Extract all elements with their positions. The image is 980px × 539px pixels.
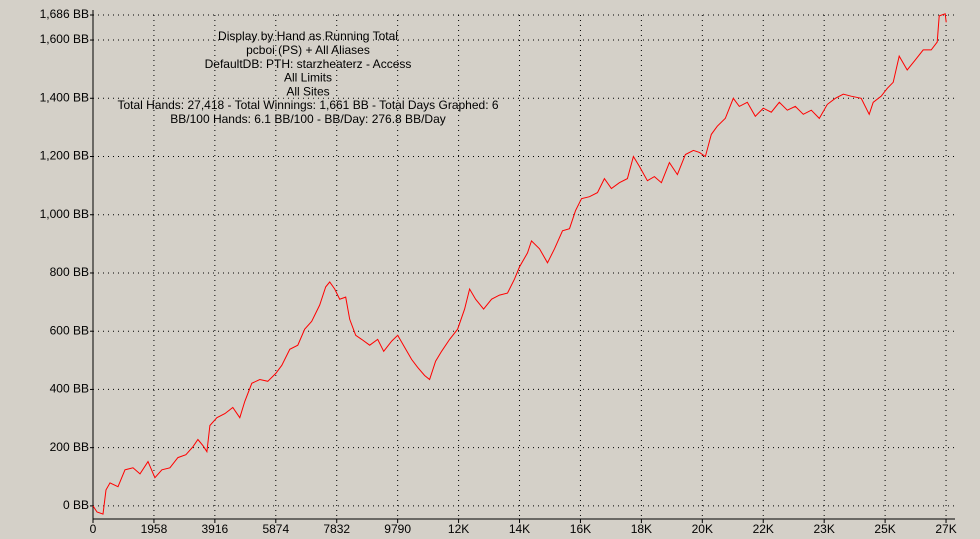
annotation: BB/100 Hands: 6.1 BB/100 - BB/Day: 276.8… [170, 112, 446, 126]
x-tick-label: 20K [692, 522, 713, 536]
x-tick-label: 25K [874, 522, 895, 536]
annotation: Display by Hand as Running Total [218, 29, 398, 43]
y-tick-label: 400 BB [50, 382, 89, 396]
annotation: DefaultDB: PTH: starzheaterz - Access [205, 57, 412, 71]
running-total-line [92, 13, 947, 515]
y-tick-label: 0 BB [63, 498, 89, 512]
x-tick-label: 14K [509, 522, 530, 536]
annotation: pcboi (PS) + All Aliases [246, 43, 370, 57]
x-tick-label: 7832 [323, 522, 350, 536]
y-tick-label: 1,600 BB [40, 32, 89, 46]
y-tick-label: 1,400 BB [40, 90, 89, 104]
x-tick-label: 1958 [141, 522, 168, 536]
x-tick-label: 5874 [262, 522, 289, 536]
x-tick-label: 0 [90, 522, 97, 536]
x-tick-label: 18K [631, 522, 652, 536]
annotation: All Limits [284, 71, 332, 85]
y-tick-label: 600 BB [50, 323, 89, 337]
x-tick-label: 9790 [384, 522, 411, 536]
x-tick-label: 12K [448, 522, 469, 536]
annotation: Total Hands: 27,418 - Total Winnings: 1,… [117, 98, 498, 112]
x-tick-label: 23K [813, 522, 834, 536]
y-tick-label: 1,200 BB [40, 149, 89, 163]
x-tick-label: 3916 [202, 522, 229, 536]
y-tick-label: 200 BB [50, 440, 89, 454]
x-tick-label: 22K [753, 522, 774, 536]
y-tick-label: 800 BB [50, 265, 89, 279]
annotation: All Sites [286, 84, 329, 98]
y-tick-label: 1,000 BB [40, 207, 89, 221]
y-tick-label: 1,686 BB [40, 7, 89, 21]
x-tick-label: 27K [935, 522, 956, 536]
x-tick-label: 16K [570, 522, 591, 536]
